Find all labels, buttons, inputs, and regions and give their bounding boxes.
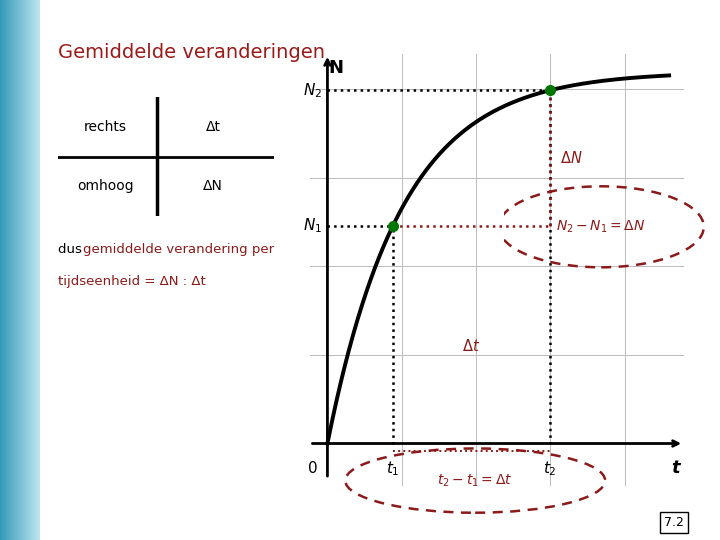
Bar bbox=[1, 0, 2, 540]
Bar bbox=[7, 0, 8, 540]
Bar bbox=[18, 0, 19, 540]
Text: $\Delta N$: $\Delta N$ bbox=[560, 150, 582, 166]
Text: N: N bbox=[329, 59, 344, 77]
Bar bbox=[22, 0, 23, 540]
Bar bbox=[11, 0, 12, 540]
Text: rechts: rechts bbox=[84, 120, 127, 134]
Bar bbox=[27, 0, 28, 540]
Bar bbox=[17, 0, 18, 540]
Text: dus: dus bbox=[58, 243, 86, 256]
Bar bbox=[23, 0, 24, 540]
Text: $\Delta t$: $\Delta t$ bbox=[462, 338, 481, 354]
Bar bbox=[19, 0, 20, 540]
Text: gemiddelde verandering per: gemiddelde verandering per bbox=[83, 243, 274, 256]
Bar bbox=[31, 0, 32, 540]
Text: 7.2: 7.2 bbox=[664, 516, 684, 529]
Bar bbox=[3, 0, 4, 540]
Text: $t_2$: $t_2$ bbox=[544, 459, 557, 478]
Bar bbox=[13, 0, 14, 540]
Text: $N_1$: $N_1$ bbox=[303, 217, 322, 235]
Bar bbox=[21, 0, 22, 540]
Bar bbox=[34, 0, 35, 540]
Text: $t_1$: $t_1$ bbox=[386, 459, 400, 478]
Text: omhoog: omhoog bbox=[77, 179, 133, 193]
Bar bbox=[8, 0, 9, 540]
Text: t: t bbox=[671, 460, 680, 477]
Bar bbox=[39, 0, 40, 540]
Text: Gemiddelde veranderingen: Gemiddelde veranderingen bbox=[58, 43, 325, 62]
Bar bbox=[37, 0, 38, 540]
Bar bbox=[15, 0, 16, 540]
Bar bbox=[0, 0, 1, 540]
Bar bbox=[25, 0, 26, 540]
Bar bbox=[35, 0, 36, 540]
Bar bbox=[32, 0, 33, 540]
Bar bbox=[20, 0, 21, 540]
Bar bbox=[5, 0, 6, 540]
Text: $N_2 - N_1 = \Delta N$: $N_2 - N_1 = \Delta N$ bbox=[557, 219, 646, 235]
Bar bbox=[36, 0, 37, 540]
Text: tijdseenheid = ΔN : Δt: tijdseenheid = ΔN : Δt bbox=[58, 275, 205, 288]
Bar bbox=[14, 0, 15, 540]
Bar bbox=[12, 0, 13, 540]
Bar bbox=[2, 0, 3, 540]
Text: $t_2 - t_1 = \Delta t$: $t_2 - t_1 = \Delta t$ bbox=[438, 472, 513, 489]
Bar bbox=[4, 0, 5, 540]
Text: $N_2$: $N_2$ bbox=[303, 81, 322, 99]
Bar bbox=[29, 0, 30, 540]
Bar bbox=[26, 0, 27, 540]
Bar bbox=[10, 0, 11, 540]
Bar bbox=[33, 0, 34, 540]
Text: ΔN: ΔN bbox=[203, 179, 223, 193]
Text: 0: 0 bbox=[307, 461, 318, 476]
Bar bbox=[38, 0, 39, 540]
Bar bbox=[30, 0, 31, 540]
Text: Δt: Δt bbox=[206, 120, 220, 134]
Bar bbox=[24, 0, 25, 540]
Bar bbox=[9, 0, 10, 540]
Bar bbox=[16, 0, 17, 540]
Bar bbox=[27, 0, 29, 540]
Bar bbox=[6, 0, 7, 540]
